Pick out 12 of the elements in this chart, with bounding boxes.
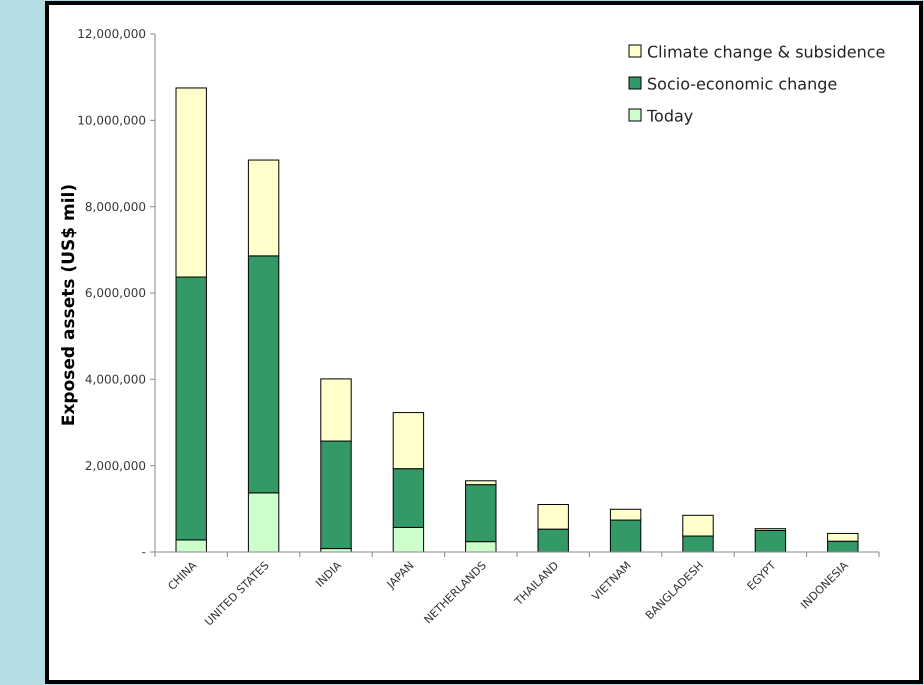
y-tick-label: 8,000,000 (84, 200, 146, 214)
y-tick-label: 4,000,000 (84, 372, 146, 387)
legend-label: Climate change & subsidence (647, 42, 886, 62)
y-axis-title: Exposed assets (US$ mil) (59, 184, 79, 426)
legend-label: Today (646, 106, 694, 126)
y-tick-label: 12,000,000 (77, 27, 146, 42)
y-tick-label: - (142, 545, 146, 560)
legend-label: Socio-economic change (647, 74, 838, 94)
y-tick-label: 2,000,000 (84, 458, 146, 473)
bar (754, 530, 786, 552)
y-tick-label: 10,000,000 (77, 114, 146, 128)
y-tick-label: 6,000,000 (84, 286, 146, 300)
